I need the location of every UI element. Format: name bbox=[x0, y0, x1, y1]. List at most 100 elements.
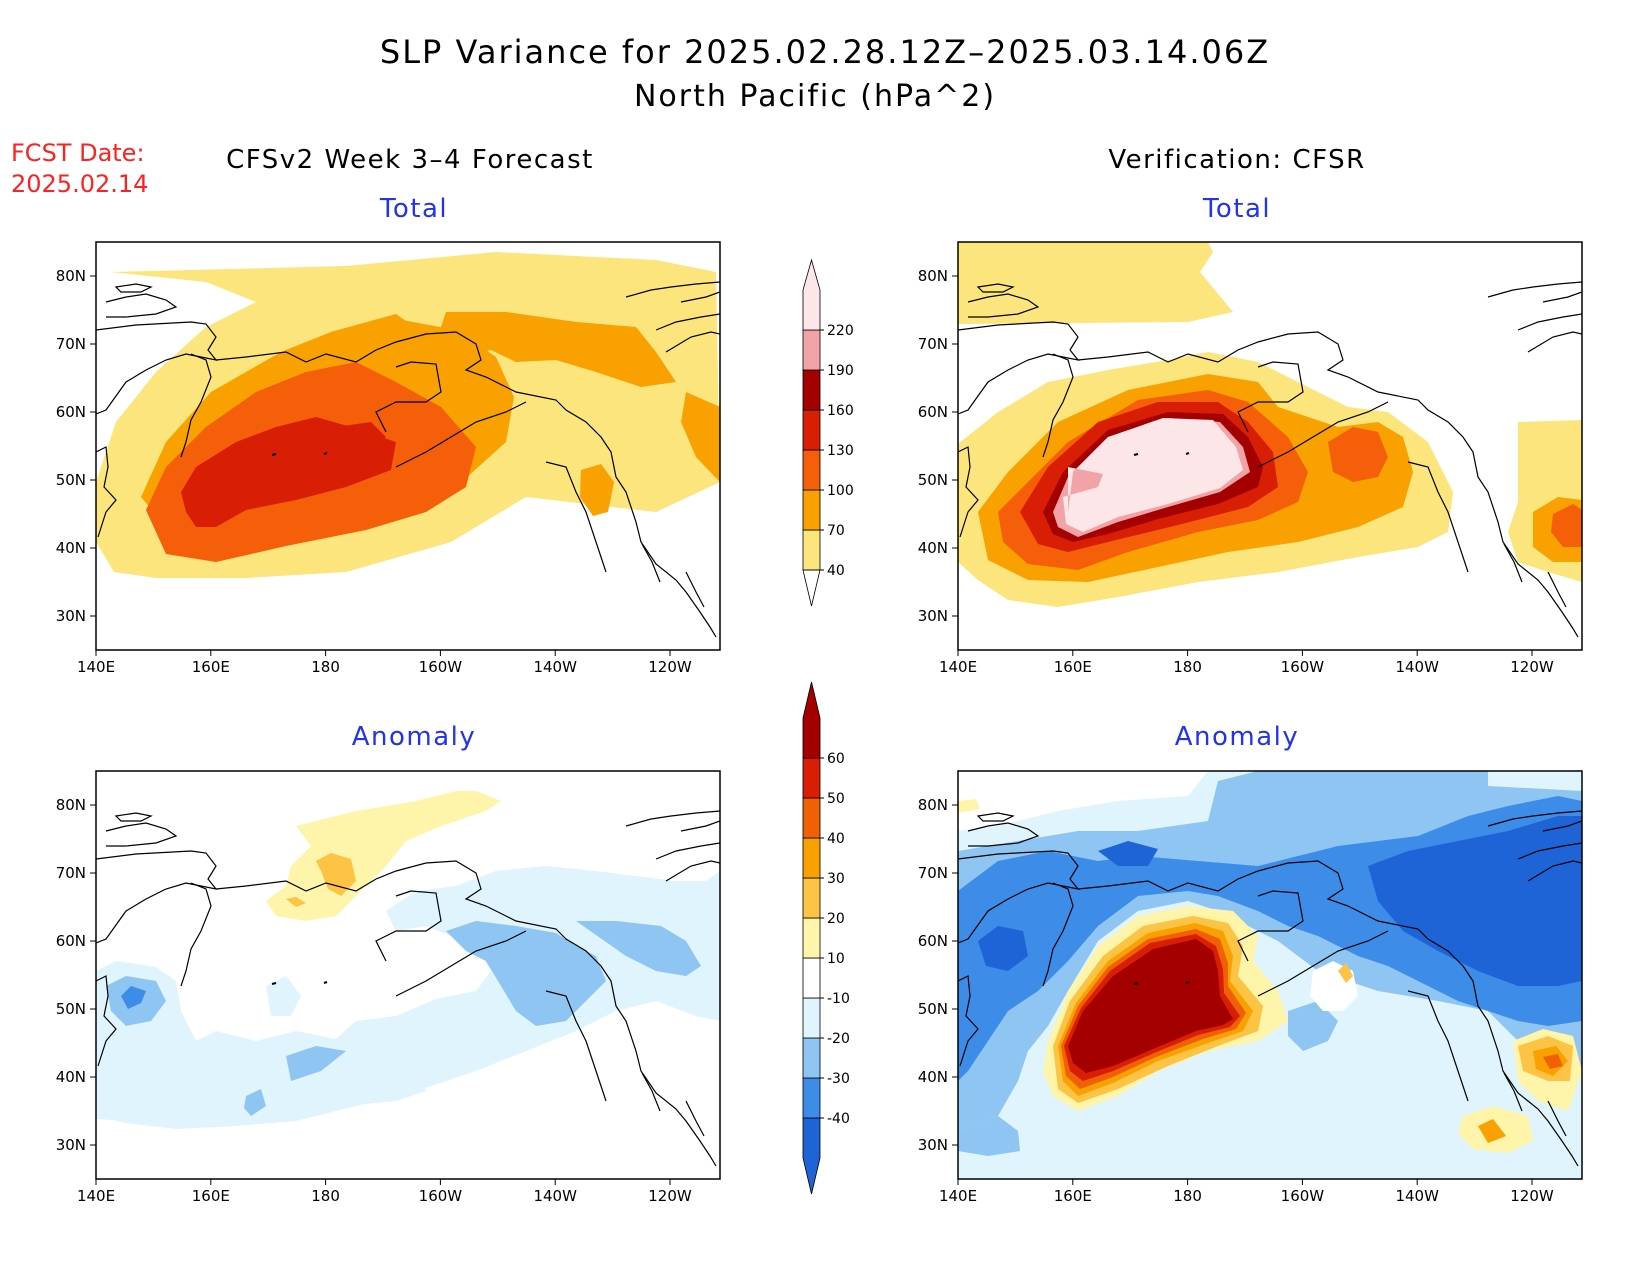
colorbar-total-label: 220 bbox=[827, 323, 854, 339]
colorbar-total-lower-tip bbox=[802, 569, 821, 607]
lon-tick-label-forecast-anomaly: 180 bbox=[311, 1187, 340, 1205]
lon-tick-label-forecast-anomaly: 120W bbox=[648, 1187, 692, 1205]
lat-tick-label-verification-total: 80N bbox=[918, 267, 948, 285]
lon-tick-label-verification-total: 180 bbox=[1173, 658, 1202, 676]
colorbar-total-label: 160 bbox=[827, 403, 854, 419]
lon-tick-label-verification-total: 160E bbox=[1054, 658, 1092, 676]
colorbar-anomaly-swatch bbox=[802, 797, 821, 839]
fcst-date-value: 2025.02.14 bbox=[11, 170, 148, 198]
colorbar-total-swatch bbox=[802, 369, 821, 411]
contour-pos10-nw bbox=[958, 799, 980, 813]
colorbar-anomaly-swatch bbox=[802, 757, 821, 799]
coastlines-forecast-total bbox=[96, 281, 720, 638]
coastlines-verification-anomaly bbox=[958, 810, 1582, 1167]
lat-tick-label-forecast-total: 60N bbox=[56, 403, 86, 421]
contour-neg10-c bbox=[266, 976, 301, 1016]
right-column-title: Verification: CFSR bbox=[1108, 145, 1365, 175]
lon-tick-label-forecast-total: 140E bbox=[77, 658, 115, 676]
lon-tick-label-verification-total: 120W bbox=[1510, 658, 1554, 676]
colorbar-anomaly-swatch bbox=[802, 837, 821, 879]
left-column-title: CFSv2 Week 3–4 Forecast bbox=[226, 145, 594, 175]
colorbar-total-label: 190 bbox=[827, 363, 854, 379]
frame-verification-total bbox=[957, 241, 1583, 651]
colorbar-anomaly-swatch bbox=[802, 957, 821, 999]
lat-tick-label-forecast-anomaly: 80N bbox=[56, 796, 86, 814]
contour-neg10 bbox=[96, 866, 720, 1129]
colorbar-anomaly: -40 -30 -20 -10 10 20 30 40 50 60 bbox=[802, 681, 850, 1195]
colorbar-total-swatch bbox=[802, 529, 821, 571]
colorbar-total-label: 40 bbox=[827, 563, 845, 579]
colorbar-anomaly-swatch bbox=[802, 877, 821, 919]
contour-130-b bbox=[326, 422, 386, 454]
colorbar-total-label: 70 bbox=[827, 523, 845, 539]
map-verification-anomaly bbox=[958, 771, 1582, 1179]
lon-tick-label-forecast-anomaly: 140W bbox=[533, 1187, 577, 1205]
panel-title-verification-total: Total bbox=[1202, 194, 1271, 224]
map-forecast-total bbox=[96, 242, 720, 650]
colorbar-total: 40 70 100 130 160 190 220 bbox=[802, 258, 854, 607]
lon-tick-label-verification-anomaly: 180 bbox=[1173, 1187, 1202, 1205]
lat-tick-label-verification-anomaly: 50N bbox=[918, 1000, 948, 1018]
lat-tick-label-forecast-anomaly: 60N bbox=[56, 932, 86, 950]
fcst-date-label: FCST Date: bbox=[11, 139, 145, 167]
lat-tick-label-verification-total: 50N bbox=[918, 471, 948, 489]
lat-tick-label-forecast-total: 70N bbox=[56, 335, 86, 353]
lon-tick-label-verification-total: 140E bbox=[939, 658, 977, 676]
lat-tick-label-forecast-total: 30N bbox=[56, 607, 86, 625]
colorbar-anomaly-swatch bbox=[802, 1117, 821, 1195]
contour-100-east bbox=[1328, 427, 1388, 482]
frame-verification-anomaly bbox=[957, 770, 1583, 1180]
figure-title-line2: North Pacific (hPa^2) bbox=[634, 79, 996, 114]
lon-tick-label-forecast-total: 120W bbox=[648, 658, 692, 676]
colorbar-anomaly-swatch bbox=[802, 1037, 821, 1079]
colorbar-anomaly-label: 20 bbox=[827, 911, 845, 927]
colorbar-anomaly-label: -40 bbox=[827, 1111, 850, 1127]
colorbar-anomaly-swatch bbox=[802, 997, 821, 1039]
lon-tick-label-verification-anomaly: 160E bbox=[1054, 1187, 1092, 1205]
colorbar-total-swatch bbox=[802, 258, 821, 331]
lon-tick-label-forecast-anomaly: 160W bbox=[419, 1187, 463, 1205]
contour-70-b bbox=[331, 312, 676, 387]
contour-pos20-b bbox=[286, 897, 306, 907]
panel-title-verification-anomaly: Anomaly bbox=[1175, 722, 1300, 752]
panel-title-forecast-anomaly: Anomaly bbox=[352, 722, 477, 752]
lon-tick-label-verification-anomaly: 160W bbox=[1281, 1187, 1325, 1205]
colorbar-anomaly-label: -30 bbox=[827, 1071, 850, 1087]
contour-neg40-b bbox=[1368, 816, 1582, 986]
panel-title-forecast-total: Total bbox=[379, 194, 448, 224]
contour-neg40 bbox=[978, 926, 1028, 971]
contour-100-far bbox=[1551, 504, 1582, 547]
frame-forecast-total bbox=[95, 241, 721, 651]
lat-tick-label-verification-anomaly: 40N bbox=[918, 1068, 948, 1086]
lon-tick-label-verification-anomaly: 140W bbox=[1395, 1187, 1439, 1205]
contour-pos20-ne bbox=[1338, 963, 1353, 983]
lon-tick-label-forecast-total: 160E bbox=[192, 658, 230, 676]
lon-tick-label-verification-anomaly: 140E bbox=[939, 1187, 977, 1205]
colorbar-anomaly-label: 30 bbox=[827, 871, 845, 887]
colorbar-anomaly-label: 50 bbox=[827, 791, 845, 807]
lat-tick-label-forecast-anomaly: 70N bbox=[56, 864, 86, 882]
colorbar-anomaly-label: 60 bbox=[827, 751, 845, 767]
contour-neg40-c bbox=[1098, 841, 1158, 866]
contour-neg20-b bbox=[576, 921, 701, 976]
lon-tick-label-verification-total: 160W bbox=[1281, 658, 1325, 676]
colorbar-anomaly-label: -20 bbox=[827, 1031, 850, 1047]
colorbar-anomaly-swatch bbox=[802, 681, 821, 759]
coastlines-forecast-anomaly bbox=[96, 810, 720, 1167]
colorbar-total-label: 130 bbox=[827, 443, 854, 459]
lat-tick-label-verification-total: 40N bbox=[918, 539, 948, 557]
lat-tick-label-forecast-total: 50N bbox=[56, 471, 86, 489]
colorbar-anomaly-label: 40 bbox=[827, 831, 845, 847]
contour-neg20-e bbox=[244, 1089, 266, 1116]
colorbar-anomaly-label: 10 bbox=[827, 951, 845, 967]
lon-tick-label-verification-anomaly: 120W bbox=[1510, 1187, 1554, 1205]
lon-tick-label-forecast-anomaly: 160E bbox=[192, 1187, 230, 1205]
lat-tick-label-forecast-anomaly: 50N bbox=[56, 1000, 86, 1018]
contour-neg20-c bbox=[1288, 1001, 1338, 1051]
colorbar-anomaly-swatch bbox=[802, 1077, 821, 1119]
contour-pos30-s bbox=[1478, 1119, 1506, 1143]
colorbar-total-swatch bbox=[802, 409, 821, 451]
map-verification-total bbox=[958, 242, 1582, 650]
lat-tick-label-verification-total: 60N bbox=[918, 403, 948, 421]
